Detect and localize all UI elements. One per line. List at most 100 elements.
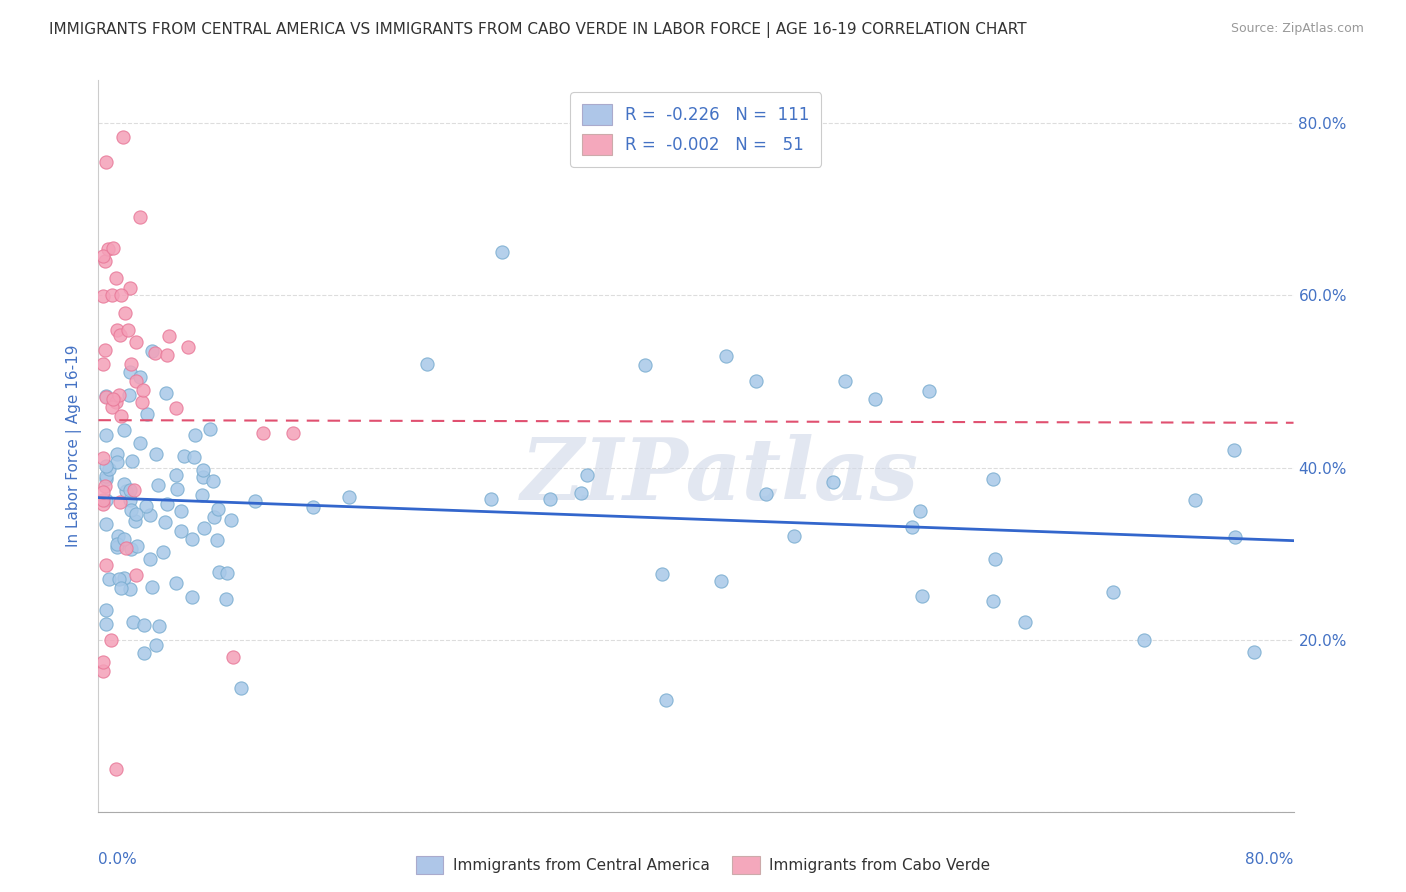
Point [576, 468, 599, 483]
Point [108, 328, 131, 343]
Point [125, 507, 148, 521]
Point [135, 407, 157, 421]
Point [118, 582, 141, 596]
Point [125, 540, 148, 554]
Point [865, 392, 887, 406]
Point [152, 544, 174, 558]
Point [984, 552, 1007, 566]
Point [193, 521, 215, 535]
Point [169, 504, 191, 518]
Point [145, 638, 167, 652]
Point [191, 488, 214, 502]
Point [108, 495, 131, 509]
Point [252, 426, 274, 441]
Point [491, 245, 513, 260]
Point [114, 484, 136, 499]
Point [91, 485, 114, 500]
Point [834, 375, 856, 389]
Point [104, 394, 127, 409]
Point [107, 529, 129, 543]
Point [165, 468, 187, 483]
Point [146, 477, 169, 491]
Point [110, 409, 132, 423]
Point [105, 323, 128, 337]
Point [301, 500, 323, 514]
Point [108, 388, 131, 402]
Point [243, 493, 266, 508]
Point [229, 681, 252, 695]
Point [156, 348, 179, 362]
Point [911, 589, 934, 603]
Point [145, 447, 167, 461]
Point [97, 572, 120, 586]
Point [120, 483, 142, 498]
Point [148, 619, 170, 633]
Point [156, 497, 179, 511]
Point [634, 359, 657, 373]
Point [222, 649, 245, 664]
Point [124, 483, 146, 497]
Point [104, 762, 127, 776]
Point [94, 155, 117, 169]
Point [91, 289, 114, 303]
Point [1243, 645, 1265, 659]
Point [981, 471, 1004, 485]
Point [569, 486, 592, 500]
Point [821, 475, 844, 490]
Point [651, 567, 673, 582]
Point [181, 532, 204, 546]
Point [122, 615, 145, 630]
Point [125, 568, 148, 582]
Point [141, 580, 163, 594]
Point [215, 592, 238, 607]
Point [710, 574, 733, 589]
Point [1184, 493, 1206, 508]
Point [281, 426, 304, 441]
Point [100, 632, 122, 647]
Text: ZIPatlas: ZIPatlas [520, 434, 920, 517]
Point [139, 551, 162, 566]
Point [94, 254, 117, 268]
Point [121, 454, 143, 468]
Point [153, 515, 176, 529]
Point [111, 130, 134, 145]
Point [112, 571, 135, 585]
Point [1133, 632, 1156, 647]
Point [94, 459, 117, 474]
Point [108, 572, 131, 586]
Point [120, 365, 142, 379]
Point [112, 476, 135, 491]
Point [94, 603, 117, 617]
Point [745, 375, 768, 389]
Point [202, 510, 225, 524]
Point [94, 516, 117, 531]
Point [125, 375, 148, 389]
Point [134, 618, 156, 632]
Point [93, 343, 115, 357]
Point [101, 400, 124, 414]
Point [128, 210, 150, 224]
Point [118, 281, 141, 295]
Point [117, 323, 139, 337]
Point [105, 271, 128, 285]
Point [105, 455, 128, 469]
Point [143, 345, 166, 359]
Point [101, 288, 124, 302]
Point [94, 390, 117, 404]
Point [114, 305, 136, 319]
Point [205, 533, 228, 547]
Point [202, 474, 225, 488]
Point [120, 542, 142, 557]
Point [97, 242, 120, 256]
Point [138, 508, 160, 523]
Point [94, 389, 117, 403]
Point [755, 486, 778, 500]
Legend: Immigrants from Central America, Immigrants from Cabo Verde: Immigrants from Central America, Immigra… [409, 850, 997, 880]
Point [1223, 443, 1246, 458]
Text: Source: ZipAtlas.com: Source: ZipAtlas.com [1230, 22, 1364, 36]
Point [900, 520, 922, 534]
Point [124, 514, 146, 528]
Point [120, 492, 142, 507]
Point [112, 423, 135, 437]
Point [1102, 585, 1125, 599]
